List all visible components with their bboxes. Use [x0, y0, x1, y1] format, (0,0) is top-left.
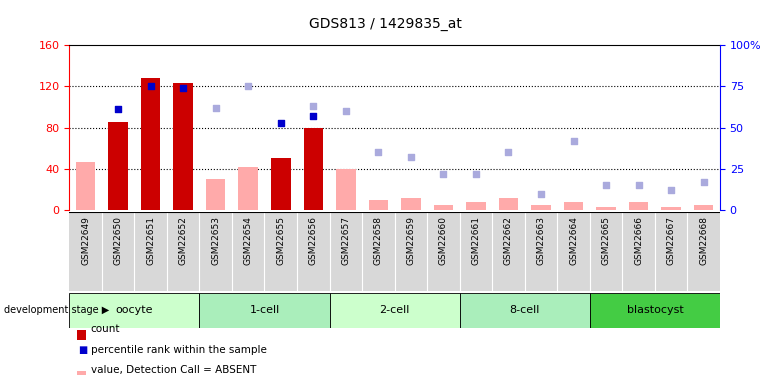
Text: GSM22649: GSM22649 — [81, 216, 90, 265]
Bar — [460, 292, 590, 328]
Text: GSM22661: GSM22661 — [471, 216, 480, 265]
Bar — [109, 122, 128, 210]
Bar — [141, 78, 160, 210]
Text: value, Detection Call = ABSENT: value, Detection Call = ABSENT — [91, 365, 256, 375]
Bar — [239, 166, 258, 210]
Bar — [661, 207, 681, 210]
Bar — [69, 292, 199, 328]
Bar — [629, 202, 648, 210]
Point — [145, 83, 157, 89]
Point — [698, 179, 710, 185]
Bar — [369, 200, 388, 210]
Text: GSM22655: GSM22655 — [276, 216, 285, 265]
Bar — [531, 205, 551, 210]
Point — [340, 108, 352, 114]
Point — [437, 171, 450, 177]
Point — [307, 113, 320, 119]
Text: GSM22666: GSM22666 — [634, 216, 643, 265]
Bar — [694, 205, 714, 210]
Text: GSM22660: GSM22660 — [439, 216, 448, 265]
Point — [372, 149, 384, 155]
Text: development stage ▶: development stage ▶ — [4, 305, 109, 315]
Text: GSM22653: GSM22653 — [211, 216, 220, 265]
Text: GDS813 / 1429835_at: GDS813 / 1429835_at — [309, 17, 461, 31]
Bar — [330, 292, 460, 328]
Text: GSM22659: GSM22659 — [407, 216, 415, 265]
Text: count: count — [91, 324, 120, 334]
Bar — [206, 179, 226, 210]
Bar — [466, 202, 486, 210]
Bar — [596, 207, 616, 210]
Bar — [564, 202, 584, 210]
Point — [275, 120, 287, 126]
Text: oocyte: oocyte — [116, 305, 153, 315]
Text: GSM22652: GSM22652 — [179, 216, 188, 265]
Point — [665, 187, 678, 193]
Text: 8-cell: 8-cell — [510, 305, 540, 315]
Point — [567, 138, 580, 144]
Point — [209, 105, 222, 111]
Text: blastocyst: blastocyst — [627, 305, 683, 315]
Text: GSM22665: GSM22665 — [601, 216, 611, 265]
Point — [600, 182, 612, 188]
Bar — [75, 162, 95, 210]
Text: GSM22664: GSM22664 — [569, 216, 578, 265]
Point — [632, 182, 644, 188]
Text: GSM22654: GSM22654 — [244, 216, 253, 265]
Point — [307, 103, 320, 109]
Point — [502, 149, 514, 155]
Point — [112, 106, 124, 112]
Bar — [271, 158, 290, 210]
Bar — [590, 292, 720, 328]
Text: GSM22658: GSM22658 — [374, 216, 383, 265]
Bar — [173, 83, 193, 210]
Point — [242, 83, 254, 89]
Text: GSM22663: GSM22663 — [537, 216, 545, 265]
Text: GSM22651: GSM22651 — [146, 216, 155, 265]
Point — [405, 154, 417, 160]
Point — [535, 190, 547, 196]
Bar — [199, 292, 330, 328]
Point — [177, 85, 189, 91]
Text: GSM22657: GSM22657 — [341, 216, 350, 265]
Text: GSM22662: GSM22662 — [504, 216, 513, 265]
Bar — [401, 198, 420, 210]
Text: 2-cell: 2-cell — [380, 305, 410, 315]
Point — [470, 171, 482, 177]
Bar — [434, 205, 454, 210]
Text: GSM22656: GSM22656 — [309, 216, 318, 265]
Text: GSM22667: GSM22667 — [667, 216, 675, 265]
Bar — [303, 128, 323, 210]
Text: percentile rank within the sample: percentile rank within the sample — [91, 345, 266, 355]
Text: 1-cell: 1-cell — [249, 305, 280, 315]
Text: GSM22650: GSM22650 — [114, 216, 122, 265]
Text: ■: ■ — [79, 345, 88, 355]
Bar — [499, 198, 518, 210]
Bar — [336, 169, 356, 210]
Text: GSM22668: GSM22668 — [699, 216, 708, 265]
